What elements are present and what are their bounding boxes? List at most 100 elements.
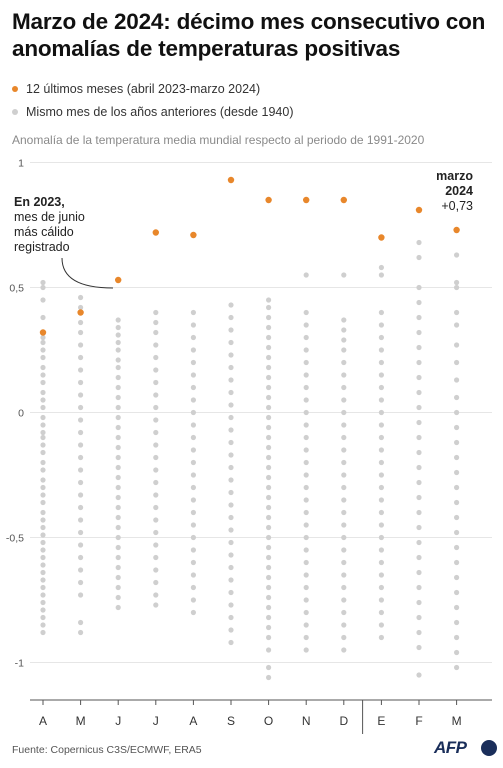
historic-point <box>228 364 234 371</box>
recent-point <box>190 231 197 239</box>
historic-point <box>115 464 121 471</box>
historic-point <box>266 514 272 521</box>
historic-point <box>454 499 460 506</box>
historic-point <box>266 574 272 581</box>
historic-point <box>416 614 422 621</box>
recent-point <box>340 196 347 204</box>
historic-point <box>153 504 159 511</box>
legend-item-recent: 12 últimos meses (abril 2023-marzo 2024) <box>12 82 260 96</box>
historic-point <box>341 534 347 541</box>
historic-point <box>115 324 121 331</box>
historic-point <box>266 534 272 541</box>
historic-point <box>454 529 460 536</box>
historic-point <box>378 447 384 453</box>
historic-point <box>190 609 196 616</box>
historic-point <box>378 597 384 603</box>
historic-point <box>341 409 347 416</box>
historic-point <box>341 422 347 428</box>
x-tick-label: M <box>76 714 86 728</box>
historic-point <box>266 364 272 371</box>
historic-point <box>115 574 121 581</box>
historic-point <box>40 339 46 346</box>
historic-point <box>190 422 196 428</box>
historic-point <box>190 584 196 591</box>
historic-point <box>190 322 196 328</box>
historic-point <box>378 409 384 416</box>
historic-point <box>454 342 460 348</box>
historic-point <box>266 444 272 451</box>
historic-point <box>266 474 272 481</box>
historic-point <box>303 597 309 603</box>
historic-point <box>78 342 84 348</box>
historic-point <box>190 397 196 403</box>
historic-point <box>341 397 347 403</box>
historic-point <box>303 272 309 278</box>
historic-point <box>454 619 460 626</box>
historic-point <box>190 597 196 603</box>
june-annotation-line-2: más cálido <box>14 225 74 239</box>
historic-point <box>378 584 384 591</box>
historic-point <box>40 524 46 531</box>
historic-point <box>416 524 422 531</box>
historic-point <box>378 609 384 616</box>
historic-point <box>40 354 46 361</box>
historic-point <box>303 534 309 541</box>
historic-point <box>266 544 272 551</box>
historic-point <box>228 577 234 583</box>
historic-point <box>454 664 460 671</box>
historic-point <box>153 602 159 608</box>
historic-point <box>40 372 46 378</box>
historic-point <box>40 297 46 303</box>
historic-point <box>115 444 121 451</box>
historic-point <box>378 359 384 366</box>
historic-point <box>153 479 159 486</box>
historic-point <box>153 329 159 336</box>
historic-point <box>266 647 272 653</box>
x-tick-label: O <box>264 714 273 728</box>
historic-point <box>153 554 159 561</box>
historic-point <box>115 584 121 591</box>
historic-point <box>115 524 121 531</box>
historic-point <box>190 497 196 503</box>
historic-point <box>78 567 84 573</box>
historic-point <box>454 424 460 431</box>
historic-point <box>341 372 347 378</box>
historic-point <box>303 347 309 353</box>
historic-point <box>454 309 460 316</box>
historic-point <box>378 559 384 566</box>
historic-point <box>190 547 196 553</box>
historic-point <box>228 602 234 608</box>
historic-point <box>153 567 159 573</box>
historic-point <box>303 484 309 491</box>
historic-point <box>190 509 196 516</box>
recent-point <box>227 176 235 184</box>
historic-point <box>266 334 272 341</box>
june-annotation-title: En 2023, <box>14 195 65 209</box>
historic-point <box>78 492 84 498</box>
historic-point <box>40 569 46 576</box>
historic-point <box>40 279 46 286</box>
historic-point <box>228 427 234 433</box>
historic-point <box>40 532 46 538</box>
historic-point <box>416 404 422 411</box>
historic-point <box>228 327 234 333</box>
historic-point <box>266 464 272 471</box>
historic-point <box>454 322 460 328</box>
historic-point <box>40 422 46 428</box>
historic-point <box>153 379 159 386</box>
historic-point <box>378 534 384 541</box>
historic-point <box>40 414 46 421</box>
historic-point <box>228 314 234 321</box>
historic-point <box>378 622 384 628</box>
historic-point <box>228 552 234 558</box>
historic-point <box>303 497 309 503</box>
historic-point <box>78 592 84 598</box>
historic-point <box>266 394 272 401</box>
historic-point <box>416 629 422 636</box>
historic-point <box>115 404 121 411</box>
historic-point <box>153 342 159 348</box>
historic-point <box>378 264 384 271</box>
historic-point <box>115 544 121 551</box>
historic-point <box>228 352 234 358</box>
june-annotation-connector <box>61 257 114 289</box>
